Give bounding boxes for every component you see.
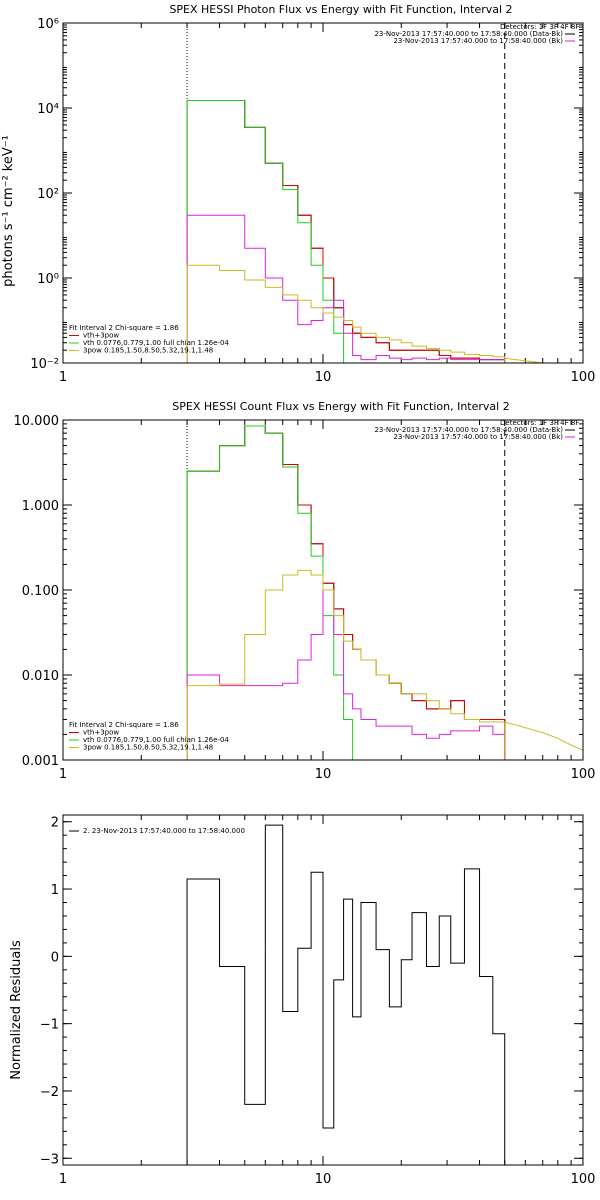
series-yellow-step xyxy=(186,569,506,760)
legend-entry: 3pow 0.185,1.50,8.50,5.32,19.1,1.48 xyxy=(83,347,213,355)
header-line: 23-Nov-2013 17:57:40.000 to 17:58:40.000… xyxy=(374,30,563,38)
series-green-step xyxy=(186,425,505,760)
header-line: 23-Nov-2013 17:57:40.000 to 17:58:40.000… xyxy=(393,433,563,441)
y-axis-label: Normalized Residuals xyxy=(9,940,24,1080)
residuals-panel: Normalized Residuals 1 10 100 −3 −2 −1 0 1 2 2. 2… xyxy=(9,814,596,1187)
series-magenta-step xyxy=(186,214,506,363)
series-red-step xyxy=(186,100,506,363)
y-tick-label: 2 xyxy=(51,816,59,831)
x-tick-label: 100 xyxy=(571,370,596,385)
series-black-step xyxy=(186,425,506,760)
y-tick-label: 0.100 xyxy=(22,584,59,599)
series-black-step xyxy=(186,824,506,1165)
y-tick-label: 10⁰ xyxy=(37,272,59,287)
y-tick-label: 10⁻² xyxy=(30,357,59,372)
series-yellow-step xyxy=(186,264,506,363)
x-tick-label: 100 xyxy=(571,767,596,782)
y-tick-label: 10.000 xyxy=(14,414,60,429)
legend-entry: Fit Interval 2 Chi-square = 1.86 xyxy=(69,721,179,729)
legend-entry: vth+3pow xyxy=(83,332,119,340)
x-tick-label: 1 xyxy=(59,370,67,385)
y-tick-label: −2 xyxy=(40,1085,59,1100)
y-axis-label: photons s⁻¹ cm⁻² keV⁻¹ xyxy=(1,135,16,287)
panel-title: SPEX HESSI Photon Flux vs Energy with Fi… xyxy=(169,3,512,16)
y-tick-label: 1 xyxy=(51,883,59,898)
legend-entry: vth+3pow xyxy=(83,729,119,737)
y-tick-label: 10⁶ xyxy=(37,17,59,32)
x-tick-label: 100 xyxy=(571,1172,596,1187)
y-tick-label: 0.001 xyxy=(22,754,59,769)
x-tick-label: 1 xyxy=(59,1172,67,1187)
header-line: 23-Nov-2013 17:57:40.000 to 17:58:40.000… xyxy=(374,426,563,434)
x-tick-label: 10 xyxy=(315,370,332,385)
series-black-step xyxy=(186,100,506,363)
count-flux-panel: SPEX HESSI Count Flux vs Energy with Fit… xyxy=(14,400,596,782)
model-tail-line xyxy=(504,721,583,751)
legend-entry: 3pow 0.185,1.50,8.50,5.32,19.1,1.48 xyxy=(83,744,213,752)
plot-frame xyxy=(62,22,584,364)
series-green-step xyxy=(186,100,506,363)
model-tail-line xyxy=(504,357,547,363)
x-tick-label: 1 xyxy=(59,767,67,782)
header-line: 23-Nov-2013 17:57:40.000 to 17:58:40.000… xyxy=(393,37,563,45)
y-tick-label: 0 xyxy=(51,950,59,965)
series-red-step xyxy=(186,425,506,760)
y-tick-label: 10² xyxy=(37,187,59,202)
plot-frame xyxy=(62,419,584,761)
y-tick-label: −1 xyxy=(40,1018,59,1033)
plot-frame xyxy=(62,814,584,1166)
x-tick-label: 10 xyxy=(315,1172,332,1187)
y-tick-label: 10⁴ xyxy=(37,102,59,117)
legend-entry: vth 0.0776,0.779,1.00 full chian 1.26e-0… xyxy=(83,736,229,744)
photon-flux-panel: SPEX HESSI Photon Flux vs Energy with Fi… xyxy=(1,3,595,385)
legend-entry: 2. 23-Nov-2013 17:57:40.000 to 17:58:40.… xyxy=(83,827,245,835)
legend-entry: vth 0.0776,0.779,1.00 full chian 1.26e-0… xyxy=(83,339,229,347)
y-tick-label: −3 xyxy=(40,1152,59,1167)
y-tick-label: 0.010 xyxy=(22,669,59,684)
panel-title: SPEX HESSI Count Flux vs Energy with Fit… xyxy=(172,400,509,413)
detectors-text: Detectors: 1F 3F 4F 8F xyxy=(500,419,579,427)
legend-entry: Fit Interval 2 Chi-square = 1.86 xyxy=(69,324,179,332)
series-magenta-step xyxy=(186,589,506,760)
x-tick-label: 10 xyxy=(315,767,332,782)
detectors-text: Detectors: 1F 3F 4F 8F xyxy=(500,23,579,31)
y-tick-label: 1.000 xyxy=(22,499,59,514)
